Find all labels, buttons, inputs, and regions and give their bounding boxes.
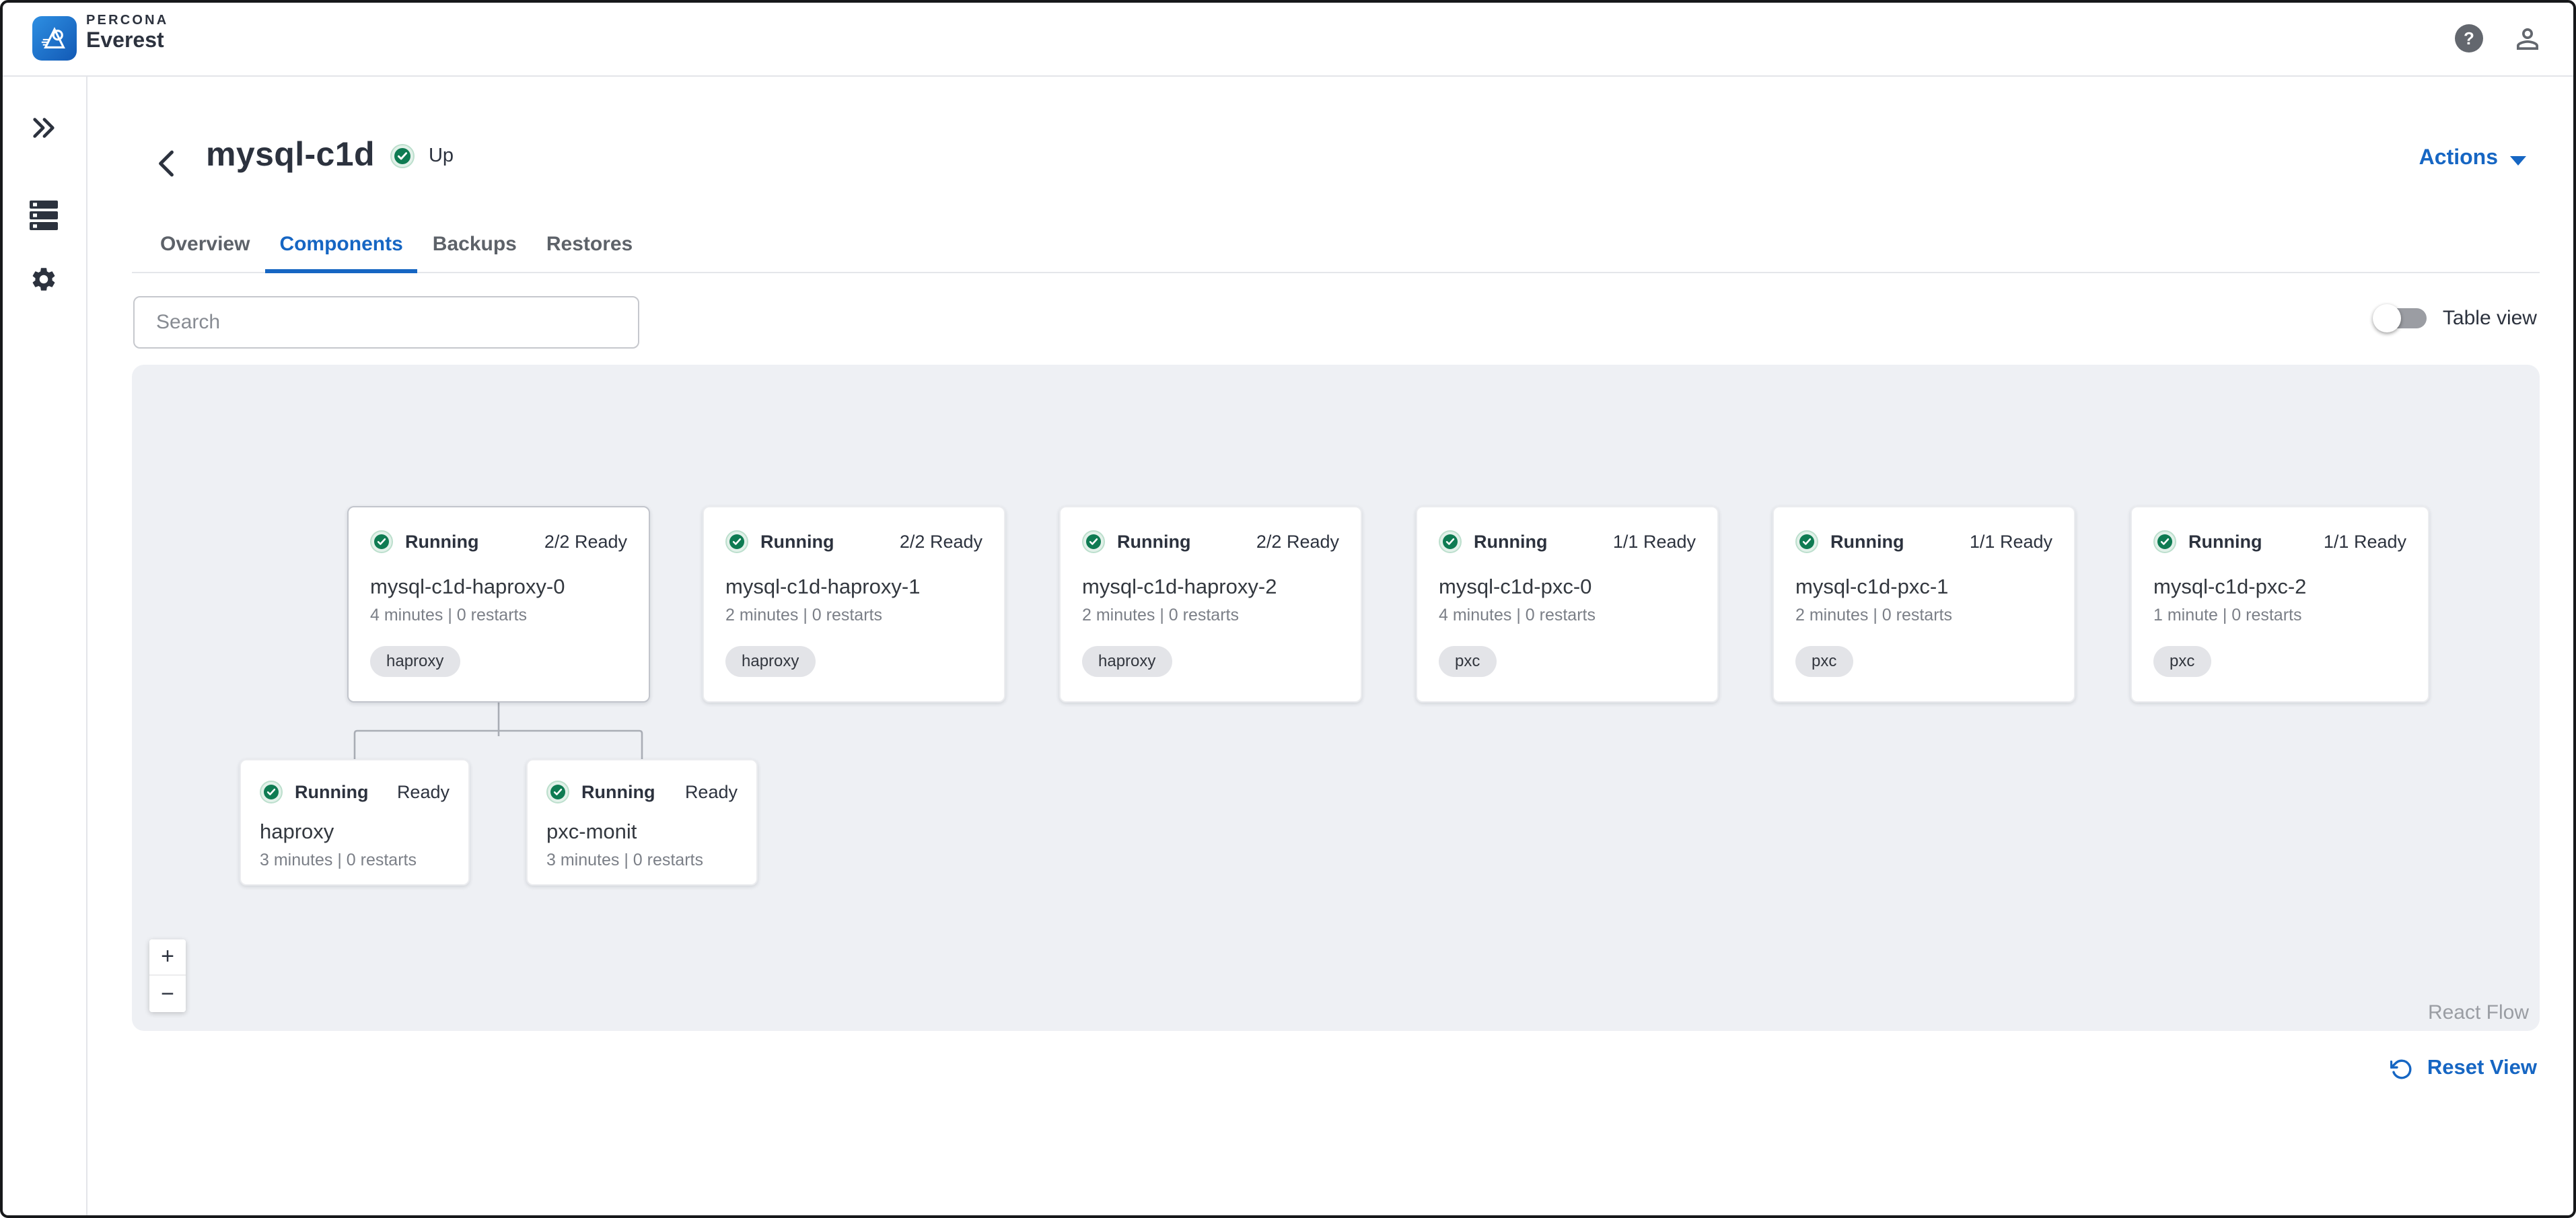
- node-status: Running: [581, 782, 655, 802]
- node-ready: 1/1 Ready: [1612, 532, 1696, 552]
- node-meta: 2 minutes | 0 restarts: [725, 606, 882, 624]
- node-mysql-c1d-pxc-0[interactable]: Running 1/1 Ready mysql-c1d-pxc-0 4 minu…: [1416, 506, 1719, 703]
- back-button[interactable]: [149, 147, 182, 179]
- zoom-controls: + −: [149, 939, 186, 1012]
- node-name: mysql-c1d-pxc-2: [2153, 576, 2307, 599]
- databases-icon[interactable]: [0, 191, 87, 240]
- page-title: mysql-c1d: [206, 136, 375, 174]
- percona-everest-logo-icon[interactable]: [32, 16, 77, 61]
- node-chip: haproxy: [370, 646, 460, 677]
- node-ready: 1/1 Ready: [2323, 532, 2406, 552]
- node-ready: Ready: [396, 782, 450, 802]
- node-status: Running: [405, 532, 479, 552]
- node-meta: 2 minutes | 0 restarts: [1795, 606, 1952, 624]
- brand-everest: Everest: [86, 30, 164, 52]
- node-chip: pxc: [2153, 646, 2211, 677]
- running-check-icon: [1439, 530, 1462, 553]
- running-check-icon: [2153, 530, 2176, 553]
- cluster-status-check-icon: [390, 143, 415, 168]
- node-status: Running: [1474, 532, 1548, 552]
- node-ready: 2/2 Ready: [1256, 532, 1339, 552]
- brand: PERCONA Everest: [86, 13, 168, 53]
- actions-button[interactable]: Actions: [2419, 147, 2526, 171]
- node-name: mysql-c1d-haproxy-1: [725, 576, 921, 599]
- cluster-status-label: Up: [428, 145, 454, 166]
- actions-button-label: Actions: [2419, 147, 2498, 170]
- components-flow-canvas[interactable]: Running 2/2 Ready mysql-c1d-haproxy-0 4 …: [132, 365, 2540, 1031]
- zoom-in-button[interactable]: +: [149, 939, 186, 976]
- node-meta: 2 minutes | 0 restarts: [1082, 606, 1239, 624]
- node-name: mysql-c1d-haproxy-2: [1082, 576, 1277, 599]
- tab-overview[interactable]: Overview: [160, 232, 250, 255]
- node-haproxy-container[interactable]: Running Ready haproxy 3 minutes | 0 rest…: [240, 759, 470, 886]
- node-chip: haproxy: [725, 646, 816, 677]
- table-view-label: Table view: [2442, 306, 2537, 329]
- tab-components[interactable]: Components: [264, 215, 418, 273]
- node-name: pxc-monit: [546, 821, 637, 844]
- node-mysql-c1d-pxc-2[interactable]: Running 1/1 Ready mysql-c1d-pxc-2 1 minu…: [2131, 506, 2429, 703]
- node-name: mysql-c1d-pxc-1: [1795, 576, 1949, 599]
- node-status: Running: [2188, 532, 2262, 552]
- toggle-knob: [2372, 304, 2401, 332]
- node-status: Running: [1117, 532, 1191, 552]
- node-meta: 4 minutes | 0 restarts: [1439, 606, 1596, 624]
- node-chip: pxc: [1795, 646, 1853, 677]
- reset-view-icon: [2390, 1059, 2412, 1079]
- sidebar: [0, 77, 87, 1218]
- node-name: mysql-c1d-haproxy-0: [370, 576, 565, 599]
- table-view-toggle[interactable]: [2372, 304, 2427, 332]
- node-mysql-c1d-haproxy-1[interactable]: Running 2/2 Ready mysql-c1d-haproxy-1 2 …: [703, 506, 1005, 703]
- flow-edges: [353, 703, 643, 759]
- brand-percona: PERCONA: [86, 13, 169, 28]
- help-icon[interactable]: ?: [2455, 24, 2483, 52]
- search-field: [133, 296, 639, 349]
- user-icon[interactable]: [2511, 22, 2544, 55]
- expand-sidebar-icon[interactable]: [0, 104, 87, 152]
- node-chip: pxc: [1439, 646, 1497, 677]
- node-pxc-monit-container[interactable]: Running Ready pxc-monit 3 minutes | 0 re…: [526, 759, 758, 886]
- node-meta: 4 minutes | 0 restarts: [370, 606, 527, 624]
- settings-icon[interactable]: [0, 254, 87, 303]
- node-mysql-c1d-haproxy-0[interactable]: Running 2/2 Ready mysql-c1d-haproxy-0 4 …: [347, 506, 650, 703]
- zoom-out-button[interactable]: −: [149, 976, 186, 1012]
- app-header: PERCONA Everest ?: [0, 0, 2576, 77]
- chevron-down-icon: [2510, 155, 2526, 165]
- node-meta: 3 minutes | 0 restarts: [546, 851, 703, 869]
- search-input[interactable]: [135, 297, 638, 347]
- react-flow-attribution[interactable]: React Flow: [2427, 1001, 2529, 1024]
- node-mysql-c1d-pxc-1[interactable]: Running 1/1 Ready mysql-c1d-pxc-1 2 minu…: [1773, 506, 2075, 703]
- node-status: Running: [295, 782, 369, 802]
- node-meta: 3 minutes | 0 restarts: [260, 851, 417, 869]
- node-name: mysql-c1d-pxc-0: [1439, 576, 1592, 599]
- running-check-icon: [370, 530, 393, 553]
- tab-backups[interactable]: Backups: [432, 232, 517, 255]
- node-ready: Ready: [684, 782, 738, 802]
- node-meta: 1 minute | 0 restarts: [2153, 606, 2302, 624]
- running-check-icon: [260, 781, 283, 803]
- running-check-icon: [1082, 530, 1105, 553]
- node-ready: 2/2 Ready: [544, 532, 627, 552]
- reset-view-button[interactable]: Reset View: [2390, 1056, 2537, 1081]
- running-check-icon: [546, 781, 569, 803]
- reset-view-label: Reset View: [2427, 1056, 2537, 1079]
- tab-restores[interactable]: Restores: [546, 232, 633, 255]
- node-chip: haproxy: [1082, 646, 1172, 677]
- node-ready: 2/2 Ready: [899, 532, 982, 552]
- node-name: haproxy: [260, 821, 334, 844]
- node-status: Running: [760, 532, 834, 552]
- running-check-icon: [725, 530, 748, 553]
- node-ready: 1/1 Ready: [1969, 532, 2052, 552]
- running-check-icon: [1795, 530, 1818, 553]
- tab-bar: Overview Components Backups Restores: [132, 215, 2540, 273]
- node-status: Running: [1830, 532, 1904, 552]
- node-mysql-c1d-haproxy-2[interactable]: Running 2/2 Ready mysql-c1d-haproxy-2 2 …: [1059, 506, 1362, 703]
